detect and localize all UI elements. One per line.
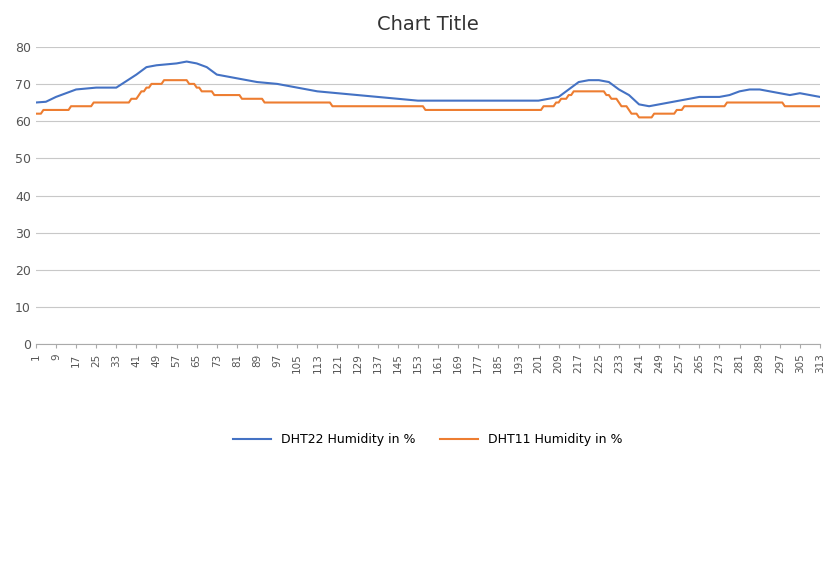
DHT22 Humidity in % <box>584 77 594 83</box>
Line: DHT22 Humidity in %: DHT22 Humidity in % <box>36 61 820 106</box>
DHT22 Humidity in % <box>652 101 662 108</box>
DHT22 Humidity in % <box>282 82 292 89</box>
Title: Chart Title: Chart Title <box>377 15 479 34</box>
DHT22 Humidity in % <box>815 93 825 100</box>
Legend: DHT22 Humidity in %, DHT11 Humidity in %: DHT22 Humidity in %, DHT11 Humidity in % <box>228 428 627 452</box>
DHT11 Humidity in % <box>282 99 292 106</box>
DHT11 Humidity in % <box>54 106 64 113</box>
DHT11 Humidity in % <box>159 77 169 83</box>
DHT11 Humidity in % <box>31 110 41 117</box>
DHT11 Humidity in % <box>244 95 255 102</box>
DHT11 Humidity in % <box>815 103 825 110</box>
DHT22 Humidity in % <box>244 77 255 84</box>
DHT22 Humidity in % <box>644 103 654 110</box>
DHT22 Humidity in % <box>54 92 64 99</box>
DHT22 Humidity in % <box>31 99 41 106</box>
DHT11 Humidity in % <box>584 88 594 95</box>
DHT11 Humidity in % <box>634 114 644 121</box>
DHT11 Humidity in % <box>652 110 662 117</box>
DHT22 Humidity in % <box>764 88 774 95</box>
Line: DHT11 Humidity in %: DHT11 Humidity in % <box>36 80 820 118</box>
DHT11 Humidity in % <box>764 99 774 106</box>
DHT22 Humidity in % <box>181 58 192 65</box>
